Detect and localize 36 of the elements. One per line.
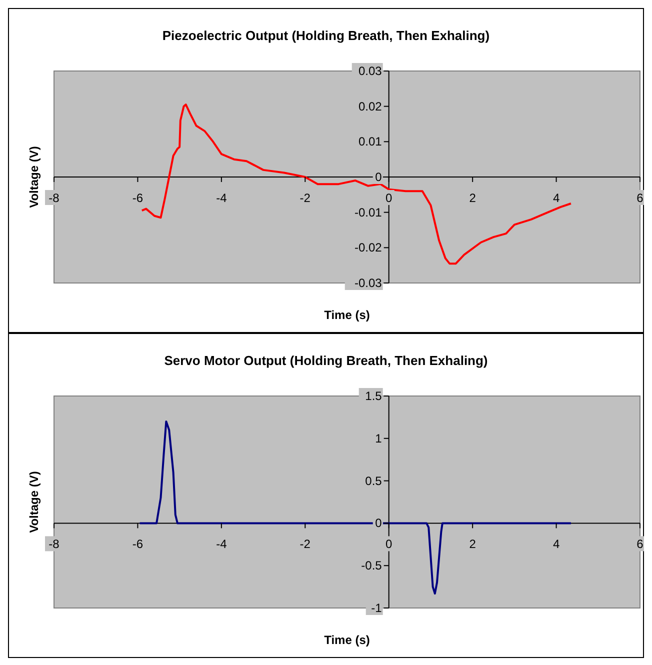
line-series (140, 104, 572, 265)
y-tick-label: 0.01 (358, 134, 382, 149)
x-tick-label: 0 (386, 537, 393, 552)
x-tick-label: 2 (469, 537, 476, 552)
x-tick-label: 4 (552, 191, 560, 205)
y-tick-label: -1 (371, 601, 382, 615)
x-tick-label: -2 (300, 191, 311, 205)
x-axis-title: Time (s) (324, 308, 370, 322)
y-tick-label: -0.01 (354, 205, 382, 220)
x-tick-label: 6 (636, 191, 644, 205)
x-tick-label: 6 (636, 537, 644, 552)
y-tick-label: 0 (375, 516, 382, 530)
x-tick-label: -6 (132, 537, 144, 552)
y-tick-label: -0.03 (354, 276, 382, 290)
x-tick-label: 0 (386, 191, 393, 205)
x-tick-label: -6 (132, 191, 144, 205)
y-tick-label: 0.02 (358, 99, 382, 114)
y-tick-label: -0.02 (354, 240, 382, 255)
x-tick-label: -8 (48, 191, 60, 205)
y-axis-title: Voltage (V) (27, 471, 41, 533)
y-tick-label: -0.5 (361, 558, 382, 573)
chart-title: Piezoelectric Output (Holding Breath, Then Exhaling) (162, 28, 490, 43)
x-tick-label: 4 (552, 537, 560, 552)
x-tick-label: -4 (216, 537, 228, 552)
x-axis-title: Time (s) (324, 633, 370, 647)
x-tick-label: -4 (216, 191, 228, 205)
x-tick-label: -8 (48, 537, 60, 552)
x-tick-label: 2 (469, 191, 476, 205)
y-tick-label: 0.03 (358, 64, 382, 78)
y-axis-title: Voltage (V) (27, 146, 41, 208)
y-tick-label: 1.5 (365, 389, 382, 403)
x-tick-label: -2 (300, 537, 311, 552)
y-tick-label: 0.5 (365, 474, 382, 488)
y-tick-label: 1 (375, 431, 382, 446)
y-tick-label: 0 (375, 170, 382, 184)
chart-title: Servo Motor Output (Holding Breath, Then Exhaling) (164, 353, 488, 368)
